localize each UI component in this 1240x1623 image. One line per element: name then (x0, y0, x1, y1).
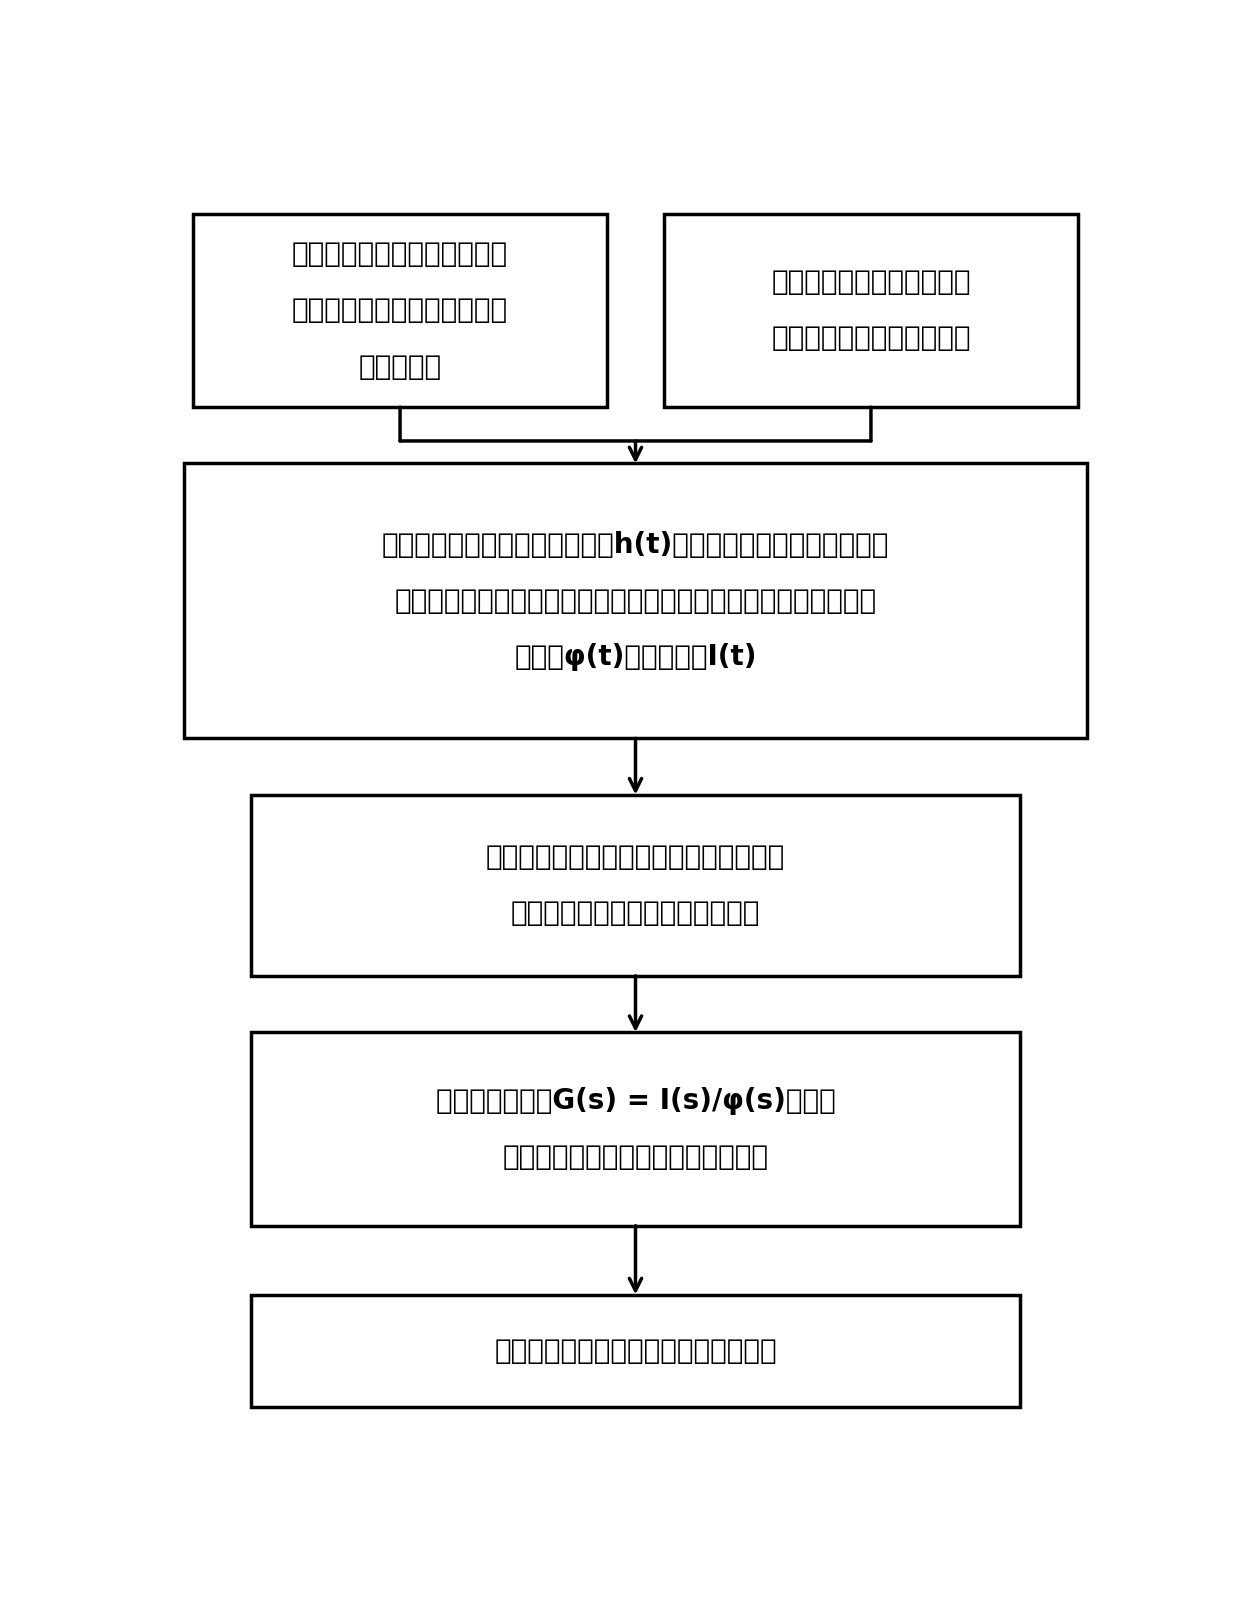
Text: 量密度φ(t)的探测电流I(t): 量密度φ(t)的探测电流I(t) (515, 643, 756, 672)
Bar (250, 1032, 1021, 1225)
Text: 以求出该冲击响应可以求出对于一般中子通量密度对于一般中子通: 以求出该冲击响应可以求出对于一般中子通量密度对于一般中子通 (394, 588, 877, 615)
Text: 根据产生电流各分支的产生: 根据产生电流各分支的产生 (771, 268, 971, 297)
Text: 对上述电流函数进行拉普拉斯变换，得到: 对上述电流函数进行拉普拉斯变换，得到 (486, 842, 785, 872)
Text: 求上述传递函数G(s) = I(s)/φ(s)的反函: 求上述传递函数G(s) = I(s)/φ(s)的反函 (435, 1087, 836, 1115)
Bar (250, 795, 1021, 975)
Text: 根据延迟电流修正传递函数画出电路图: 根据延迟电流修正传递函数画出电路图 (495, 1337, 776, 1365)
Bar (665, 214, 1078, 407)
Text: 由中子通量到探测电流的传递函数: 由中子通量到探测电流的传递函数 (511, 899, 760, 927)
Bar (250, 1295, 1021, 1407)
Text: 数，得到电流延迟成分消除传递函数: 数，得到电流延迟成分消除传递函数 (502, 1143, 769, 1172)
Text: 根据探测器在中子场中的反应: 根据探测器在中子场中的反应 (291, 240, 508, 268)
Bar (193, 214, 606, 407)
Bar (184, 464, 1087, 738)
Text: 微分方程：: 微分方程： (358, 352, 441, 381)
Text: 机理写出电流的函数关系：: 机理写出电流的函数关系： (771, 325, 971, 352)
Text: 机制写出核素动态数量的动态: 机制写出核素动态数量的动态 (291, 297, 508, 325)
Text: 求自给能中子探测器的冲击响应h(t)，进而利用利用该冲击响应可: 求自给能中子探测器的冲击响应h(t)，进而利用利用该冲击响应可 (382, 531, 889, 558)
